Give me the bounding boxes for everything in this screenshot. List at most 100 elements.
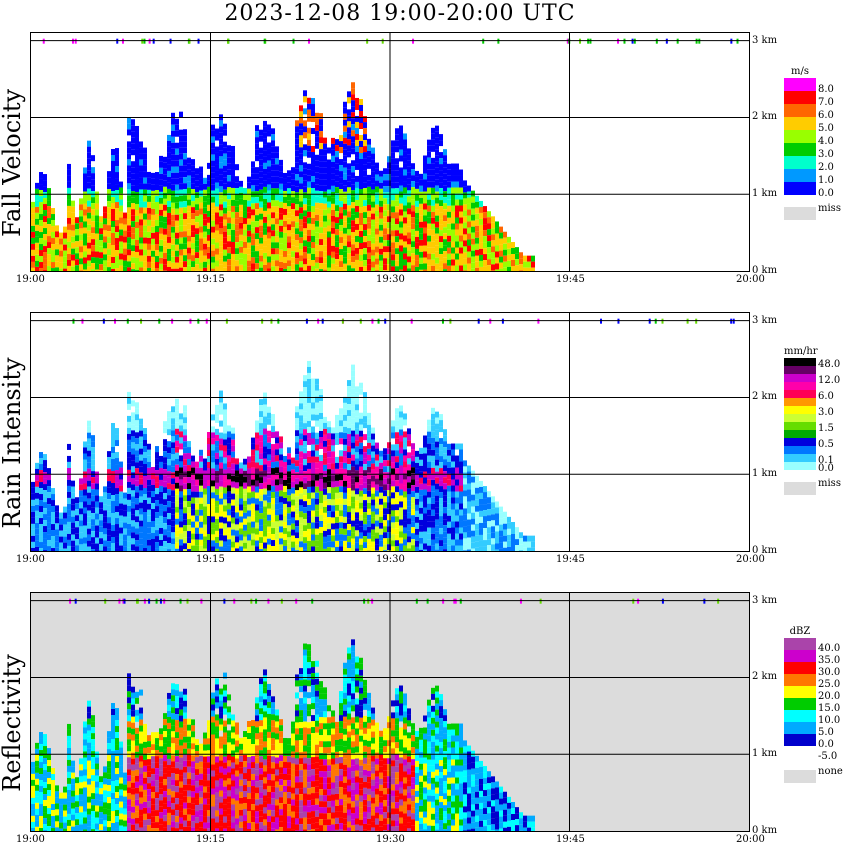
echo-cell — [227, 163, 231, 170]
echo-cell — [183, 441, 187, 448]
echo-cell — [347, 211, 351, 218]
echo-cell — [455, 247, 459, 254]
echo-cell — [471, 244, 475, 251]
echo-cell — [511, 540, 515, 547]
echo-cell — [55, 529, 59, 536]
echo-cell — [307, 396, 311, 403]
echo-cell — [331, 433, 335, 440]
echo-cell — [303, 411, 307, 418]
echo-cell — [343, 474, 347, 481]
echo-cell — [263, 150, 267, 157]
echo-cell — [431, 199, 435, 206]
echo-cell — [375, 484, 379, 491]
echo-cell — [367, 514, 371, 521]
echo-cell — [231, 199, 235, 206]
echo-cell — [431, 497, 435, 504]
echo-cell — [91, 549, 95, 551]
echo-cell — [79, 270, 83, 271]
echo-cell — [267, 478, 271, 485]
echo-cell — [243, 229, 247, 236]
echo-cell — [31, 529, 35, 536]
echo-cell — [343, 113, 347, 120]
echo-cell — [323, 428, 327, 435]
echo-cell — [391, 242, 395, 249]
echo-cell — [527, 267, 531, 271]
echo-cell — [123, 498, 127, 505]
echo-cell — [319, 179, 323, 186]
echo-cell — [339, 225, 343, 232]
echo-cell — [463, 532, 467, 539]
echo-cell — [239, 216, 243, 223]
echo-cell — [435, 507, 439, 514]
echo-cell — [435, 197, 439, 204]
echo-cell — [391, 224, 395, 231]
echo-cell — [219, 216, 223, 223]
echo-cell — [363, 194, 367, 201]
echo-cell — [35, 510, 39, 517]
echo-cell — [335, 151, 339, 158]
echo-cell — [295, 126, 299, 133]
echo-cell — [291, 245, 295, 252]
echo-cell — [215, 428, 219, 435]
echo-cell — [127, 505, 131, 512]
echo-cell — [315, 136, 319, 143]
echo-cell — [443, 179, 447, 186]
echo-cell — [163, 240, 167, 247]
echo-cell — [131, 161, 135, 168]
echo-cell — [35, 260, 39, 267]
echo-cell — [435, 483, 439, 490]
echo-cell — [207, 546, 211, 551]
echo-cell — [355, 416, 359, 423]
echo-cell — [503, 237, 507, 244]
echo-cell — [223, 231, 227, 238]
echo-cell — [411, 175, 415, 182]
echo-cell — [359, 188, 363, 195]
echo-cell — [351, 430, 355, 437]
echo-cell — [263, 234, 267, 241]
echo-cell — [255, 492, 259, 499]
echo-cell — [423, 459, 427, 466]
echo-cell — [103, 814, 107, 821]
echo-cell — [387, 514, 391, 521]
echo-cell — [211, 250, 215, 257]
echo-cell — [35, 486, 39, 493]
echo-cell — [435, 417, 439, 424]
echo-cell — [215, 476, 219, 483]
echo-cell — [155, 202, 159, 209]
echo-cell — [423, 519, 427, 526]
echo-cell — [147, 219, 151, 226]
echo-cell — [299, 499, 303, 506]
echo-cell — [115, 536, 119, 543]
echo-cell — [223, 243, 227, 250]
echo-cell — [315, 414, 319, 421]
echo-cell — [191, 267, 195, 271]
echo-cell — [339, 249, 343, 256]
echo-cell — [263, 132, 267, 139]
echo-cell — [367, 198, 371, 205]
echo-cell — [255, 251, 259, 258]
echo-cell — [303, 519, 307, 526]
echo-cell — [263, 446, 267, 453]
echo-speck — [148, 38, 151, 44]
echo-cell — [419, 459, 423, 466]
echo-cell — [359, 514, 363, 521]
echo-cell — [255, 269, 259, 271]
echo-cell — [311, 206, 315, 213]
echo-cell — [395, 218, 399, 225]
echo-cell — [347, 217, 351, 224]
echo-cell — [43, 186, 47, 193]
echo-cell — [287, 495, 291, 502]
echo-cell — [235, 500, 239, 507]
echo-cell — [111, 161, 115, 168]
echo-cell — [95, 525, 99, 532]
echo-cell — [199, 473, 203, 480]
echo-cell — [47, 242, 51, 249]
echo-cell — [63, 524, 67, 531]
echo-cell — [127, 421, 131, 428]
echo-cell — [435, 131, 439, 138]
echo-cell — [447, 509, 451, 516]
echo-cell — [239, 234, 243, 241]
echo-cell — [299, 153, 303, 160]
echo-cell — [303, 252, 307, 259]
echo-cell — [215, 170, 219, 177]
